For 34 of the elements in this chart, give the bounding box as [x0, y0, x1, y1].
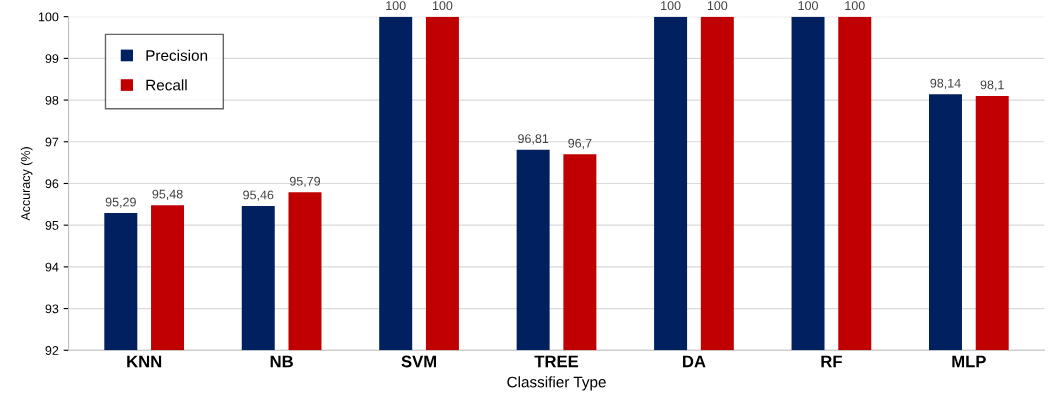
data-label: 100 — [661, 1, 681, 11]
y-tick-label: 99 — [45, 54, 59, 64]
data-label: 95,79 — [289, 176, 321, 188]
y-tick-label: 96 — [45, 179, 59, 189]
y-tick-label: 95 — [45, 220, 59, 230]
y-tick-label: 93 — [45, 304, 59, 314]
y-axis-title: Accuracy (%) — [20, 147, 33, 221]
y-tick-label: 92 — [45, 346, 59, 355]
x-tick-label: DA — [683, 355, 706, 368]
data-label: 96,81 — [518, 134, 549, 145]
data-label: 95,46 — [243, 190, 274, 201]
x-tick-label: NB — [270, 355, 293, 368]
y-tick-label: 100 — [38, 12, 59, 22]
data-label: 100 — [386, 1, 406, 11]
data-label: 100 — [798, 1, 818, 11]
data-label: 95,48 — [152, 189, 183, 200]
data-label: 98,14 — [930, 78, 961, 90]
y-tick-label: 94 — [45, 262, 59, 272]
x-axis-title: Classifier Type — [507, 376, 606, 391]
x-tick-label: KNN — [127, 355, 162, 368]
y-tick-label: 97 — [45, 137, 59, 147]
data-label: 100 — [432, 1, 453, 11]
data-label: 95,29 — [105, 197, 136, 208]
x-tick-label: SVM — [401, 355, 437, 368]
x-tick-label: MLP — [952, 355, 986, 368]
x-tick-label: TREE — [534, 355, 579, 368]
data-label: 100 — [707, 1, 728, 11]
x-tick-label: RF — [821, 355, 842, 368]
legend-label: Recall — [146, 79, 187, 91]
data-label: 98,1 — [980, 80, 1004, 91]
data-label: 96,7 — [568, 138, 592, 150]
data-label: 100 — [845, 1, 865, 11]
legend-label: Precision — [146, 49, 208, 61]
y-tick-label: 98 — [45, 95, 59, 105]
